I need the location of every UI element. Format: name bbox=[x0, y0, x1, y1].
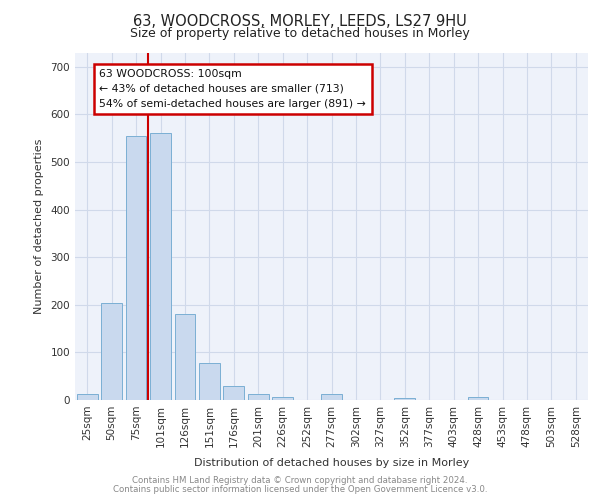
Bar bbox=[175, 314, 196, 400]
Bar bbox=[248, 394, 269, 400]
Bar bbox=[467, 397, 488, 400]
Bar bbox=[223, 386, 244, 400]
Bar bbox=[125, 136, 146, 400]
Bar bbox=[199, 363, 220, 400]
Bar bbox=[321, 394, 342, 400]
Bar bbox=[150, 134, 171, 400]
Text: 63, WOODCROSS, MORLEY, LEEDS, LS27 9HU: 63, WOODCROSS, MORLEY, LEEDS, LS27 9HU bbox=[133, 14, 467, 29]
Y-axis label: Number of detached properties: Number of detached properties bbox=[34, 138, 44, 314]
Text: Contains public sector information licensed under the Open Government Licence v3: Contains public sector information licen… bbox=[113, 485, 487, 494]
Bar bbox=[394, 398, 415, 400]
Bar bbox=[101, 303, 122, 400]
Text: Contains HM Land Registry data © Crown copyright and database right 2024.: Contains HM Land Registry data © Crown c… bbox=[132, 476, 468, 485]
X-axis label: Distribution of detached houses by size in Morley: Distribution of detached houses by size … bbox=[194, 458, 469, 468]
Text: 63 WOODCROSS: 100sqm
← 43% of detached houses are smaller (713)
54% of semi-deta: 63 WOODCROSS: 100sqm ← 43% of detached h… bbox=[100, 69, 366, 109]
Bar bbox=[77, 394, 98, 400]
Text: Size of property relative to detached houses in Morley: Size of property relative to detached ho… bbox=[130, 28, 470, 40]
Bar bbox=[272, 397, 293, 400]
